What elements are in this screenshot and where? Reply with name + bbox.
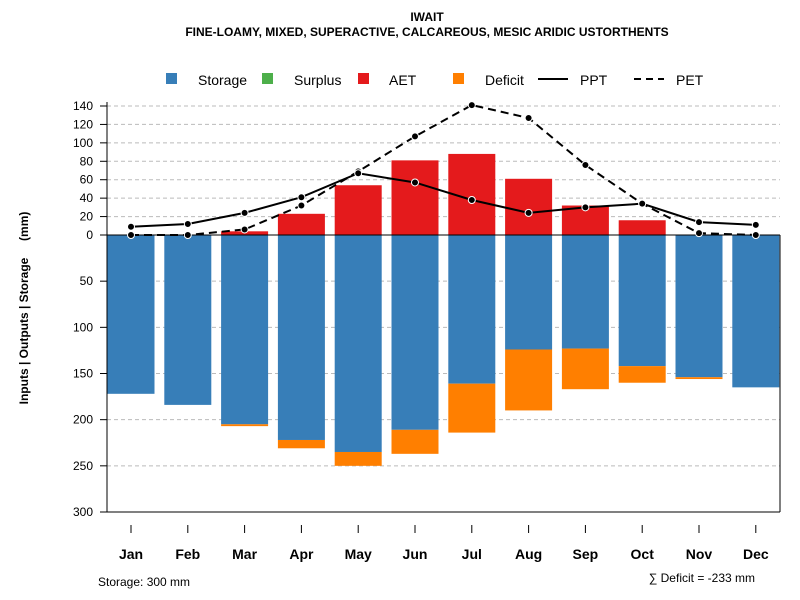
deficit-bar xyxy=(561,348,609,390)
pet-point xyxy=(751,231,760,239)
series-lines xyxy=(127,101,760,239)
legend-pet-label: PET xyxy=(676,72,704,88)
pet-point xyxy=(411,132,419,141)
storage-bar xyxy=(221,235,269,425)
deficit-bar xyxy=(448,383,496,433)
x-tick-label: Mar xyxy=(232,546,257,562)
y-tick-label: 50 xyxy=(80,274,94,288)
pet-point xyxy=(297,201,306,210)
legend-storage-swatch xyxy=(166,73,177,84)
ppt-point xyxy=(297,193,306,202)
legend-deficit-swatch xyxy=(453,73,464,84)
ppt-point xyxy=(581,203,590,212)
aet-bar xyxy=(618,220,666,235)
ppt-point xyxy=(638,199,647,208)
x-tick-label: Jul xyxy=(462,546,482,562)
legend: Storage Surplus AET Deficit PPT PET xyxy=(166,72,704,88)
ppt-point xyxy=(354,169,363,178)
aet-bar xyxy=(277,213,325,235)
ppt-point xyxy=(751,220,760,229)
aet-bar xyxy=(391,160,439,235)
legend-storage-label: Storage xyxy=(198,72,247,88)
storage-bar xyxy=(448,235,496,384)
storage-bar xyxy=(561,235,609,349)
y-tick-label: 300 xyxy=(73,505,93,519)
storage-bar xyxy=(618,235,666,367)
chart-subtitle: FINE-LOAMY, MIXED, SUPERACTIVE, CALCAREO… xyxy=(185,25,668,39)
storage-bar xyxy=(391,235,439,430)
pet-point xyxy=(524,113,533,122)
pet-point xyxy=(695,229,703,238)
storage-bar xyxy=(732,235,780,388)
legend-surplus-swatch xyxy=(262,73,273,84)
deficit-bar xyxy=(334,451,382,466)
x-tick-label: Feb xyxy=(175,546,200,562)
legend-surplus-label: Surplus xyxy=(294,72,341,88)
storage-bar xyxy=(334,235,382,452)
x-tick-label: Jun xyxy=(403,546,428,562)
footer-deficit: ∑ Deficit = -233 mm xyxy=(649,571,755,585)
y-tick-label: 200 xyxy=(73,413,93,427)
x-tick-label: Sep xyxy=(573,546,599,562)
ppt-point xyxy=(127,222,135,231)
y-tick-label: 120 xyxy=(73,117,93,131)
y-tick-label: 80 xyxy=(80,154,94,168)
storage-bar xyxy=(675,235,723,378)
ppt-point xyxy=(240,208,249,217)
storage-bar xyxy=(107,235,155,394)
y-tick-label: 100 xyxy=(73,320,93,334)
ppt-point xyxy=(524,208,533,217)
ppt-point xyxy=(411,178,419,187)
plot-frame xyxy=(106,102,781,513)
x-axis: Jan Feb Mar Apr May Jun Jul Aug Sep Oct Nov Dec xyxy=(119,525,769,562)
pet-line xyxy=(131,104,756,236)
legend-deficit-label: Deficit xyxy=(485,72,524,88)
ppt-point xyxy=(183,219,192,228)
y-tick-label: 100 xyxy=(73,136,93,150)
legend-ppt-label: PPT xyxy=(580,72,608,88)
legend-aet-swatch xyxy=(358,73,369,84)
storage-bar xyxy=(277,235,325,440)
y-axis-label: Inputs | Outputs | Storage (mm) xyxy=(17,212,31,405)
y-tick-label: 0 xyxy=(86,228,93,242)
x-tick-label: Apr xyxy=(289,546,314,562)
gridlines xyxy=(107,105,780,513)
y-tick-label: 60 xyxy=(80,173,94,187)
deficit-bar xyxy=(675,377,723,380)
x-tick-label: Nov xyxy=(686,546,713,562)
pet-point xyxy=(127,231,135,239)
aet-bar xyxy=(334,185,382,235)
storage-bar xyxy=(505,235,553,350)
aet-bar xyxy=(505,178,553,235)
ppt-point xyxy=(695,218,703,227)
y-tick-label: 20 xyxy=(80,210,94,224)
y-tick-label: 150 xyxy=(73,367,93,381)
pet-point xyxy=(240,225,249,234)
ppt-line xyxy=(130,172,756,228)
x-tick-label: Aug xyxy=(515,546,542,562)
x-tick-label: Dec xyxy=(743,546,769,562)
legend-aet-label: AET xyxy=(389,72,417,88)
x-tick-label: Oct xyxy=(631,546,655,562)
deficit-bar xyxy=(505,349,553,411)
deficit-bar xyxy=(277,439,325,449)
deficit-bar xyxy=(618,366,666,383)
y-axis: 0 20 40 60 80 100 120 140 50 100 150 200 250 300 xyxy=(73,99,107,519)
bars xyxy=(107,153,780,466)
chart-title: IWAIT xyxy=(410,10,444,24)
y-tick-label: 140 xyxy=(73,99,93,113)
pet-point xyxy=(467,101,476,110)
x-tick-label: Jan xyxy=(119,546,143,562)
pet-point xyxy=(581,160,590,169)
deficit-bar xyxy=(391,429,439,454)
ppt-point xyxy=(467,195,476,204)
pet-point xyxy=(183,231,192,239)
y-tick-label: 250 xyxy=(73,459,93,473)
storage-bar xyxy=(164,235,212,405)
x-tick-label: May xyxy=(345,546,372,562)
y-tick-label: 40 xyxy=(80,191,94,205)
footer-storage: Storage: 300 mm xyxy=(98,575,190,589)
deficit-bar xyxy=(221,424,269,427)
